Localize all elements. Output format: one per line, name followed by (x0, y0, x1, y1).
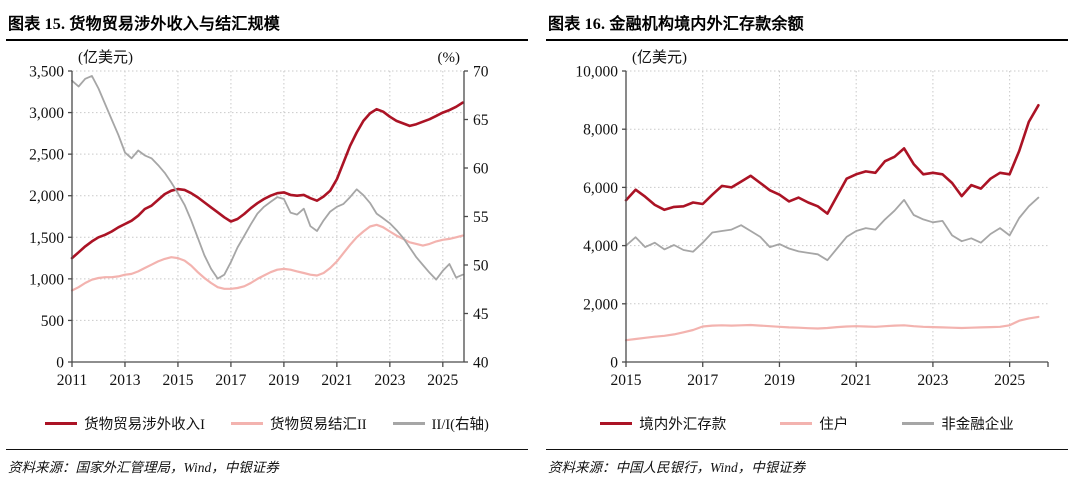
legend-label: 境内外汇存款 (639, 416, 727, 433)
chart15-legend: 货物贸易涉外收入I 货物贸易结汇II II/I(右轴) (6, 411, 528, 435)
legend-item: 非金融企业 (902, 413, 1014, 434)
y-tick-label: 8,000 (583, 122, 618, 139)
y-tick-label-right: 65 (473, 112, 489, 129)
x-tick-label: 2013 (109, 372, 140, 389)
chart16-source: 资料来源：中国人民银行，Wind，中银证券 (546, 449, 1068, 476)
y-tick-label: 10,000 (575, 64, 618, 81)
y-tick-label-right: 45 (473, 306, 489, 323)
legend-item: 货物贸易结汇II (230, 413, 367, 434)
y-tick-label: 2,000 (29, 188, 64, 205)
legend-label: 货物贸易结汇II (269, 416, 367, 433)
y-tick-label: 4,000 (583, 238, 618, 255)
legend-item: 境内外汇存款 (600, 413, 726, 434)
y-tick-label-right: 70 (473, 64, 489, 81)
y-tick-label: 1,000 (29, 271, 64, 288)
legend-line-swatch (230, 421, 263, 425)
chart16-plot: 0 2,000 4,000 6,000 8,000 10,000 2015 2017 2019 2… (575, 49, 1049, 389)
x-tick-label: 2019 (764, 372, 795, 389)
chart15-panel: 图表 15. 货物贸易涉外收入与结汇规模 0 500 1,000 1,500 2,000… (6, 8, 528, 476)
x-tick-label: 2025 (427, 372, 458, 389)
y-tick-label: 2,500 (29, 147, 64, 164)
x-tick-label: 2021 (841, 372, 872, 389)
legend-line-swatch (392, 421, 425, 425)
legend-line-swatch (780, 421, 813, 425)
series-line-gray (71, 75, 464, 281)
legend-line-swatch (600, 421, 633, 425)
series-line-pink (624, 315, 1040, 342)
chart16-title: 图表 16. 金融机构境内外汇存款余额 (546, 8, 1068, 41)
unit-label-left: (亿美元) (78, 49, 133, 66)
chart16-legend: 境内外汇存款 住户 非金融企业 (546, 411, 1068, 435)
unit-label-left: (亿美元) (632, 49, 687, 66)
y-tick-label-right: 55 (473, 209, 489, 226)
y-tick-label: 3,000 (29, 105, 64, 122)
legend-label: 非金融企业 (941, 416, 1014, 433)
unit-label-right: (%) (438, 50, 461, 66)
series-line-dark_red (70, 101, 465, 260)
legend-label: II/I(右轴) (431, 416, 489, 433)
legend-item: II/I(右轴) (392, 413, 489, 434)
y-tick-label: 1,500 (29, 230, 64, 247)
x-tick-label: 2019 (268, 372, 299, 389)
chart15-title: 图表 15. 货物贸易涉外收入与结汇规模 (6, 8, 528, 41)
legend-label: 货物贸易涉外收入I (84, 416, 205, 433)
y-tick-label: 0 (56, 355, 64, 372)
y-tick-label: 500 (41, 313, 65, 330)
legend-item: 住户 (780, 413, 848, 434)
x-tick-label: 2015 (611, 372, 642, 389)
x-tick-label: 2017 (687, 372, 718, 389)
y-tick-label-right: 60 (473, 161, 489, 178)
legend-line-swatch (45, 421, 78, 425)
series-line-pink (70, 223, 464, 292)
legend-line-swatch (902, 421, 935, 425)
chart16-panel: 图表 16. 金融机构境内外汇存款余额 0 2,000 4,000 6,000 8,00… (540, 0, 1080, 486)
y-tick-label: 3,500 (29, 64, 64, 81)
x-tick-label: 2011 (57, 372, 87, 389)
y-tick-label-right: 40 (473, 355, 489, 372)
x-tick-label: 2021 (321, 372, 352, 389)
y-tick-label: 6,000 (583, 180, 618, 197)
legend-label: 住户 (819, 416, 849, 433)
chart15-source: 资料来源：国家外汇管理局，Wind，中银证券 (6, 449, 528, 476)
x-tick-label: 2025 (994, 372, 1025, 389)
x-tick-label: 2015 (162, 372, 193, 389)
x-tick-label: 2023 (917, 372, 948, 389)
series-line-dark_red (624, 103, 1040, 215)
legend-item: 货物贸易涉外收入I (45, 413, 205, 434)
chart15-plot: 0 500 1,000 1,500 2,000 2,500 3,000 3,500 40 45 50… (29, 49, 489, 389)
series-line-gray (625, 196, 1040, 262)
x-tick-label: 2023 (374, 372, 405, 389)
y-tick-label: 2,000 (583, 296, 618, 313)
x-tick-label: 2017 (215, 372, 246, 389)
y-tick-label-right: 50 (473, 258, 489, 275)
y-tick-label: 0 (610, 355, 618, 372)
